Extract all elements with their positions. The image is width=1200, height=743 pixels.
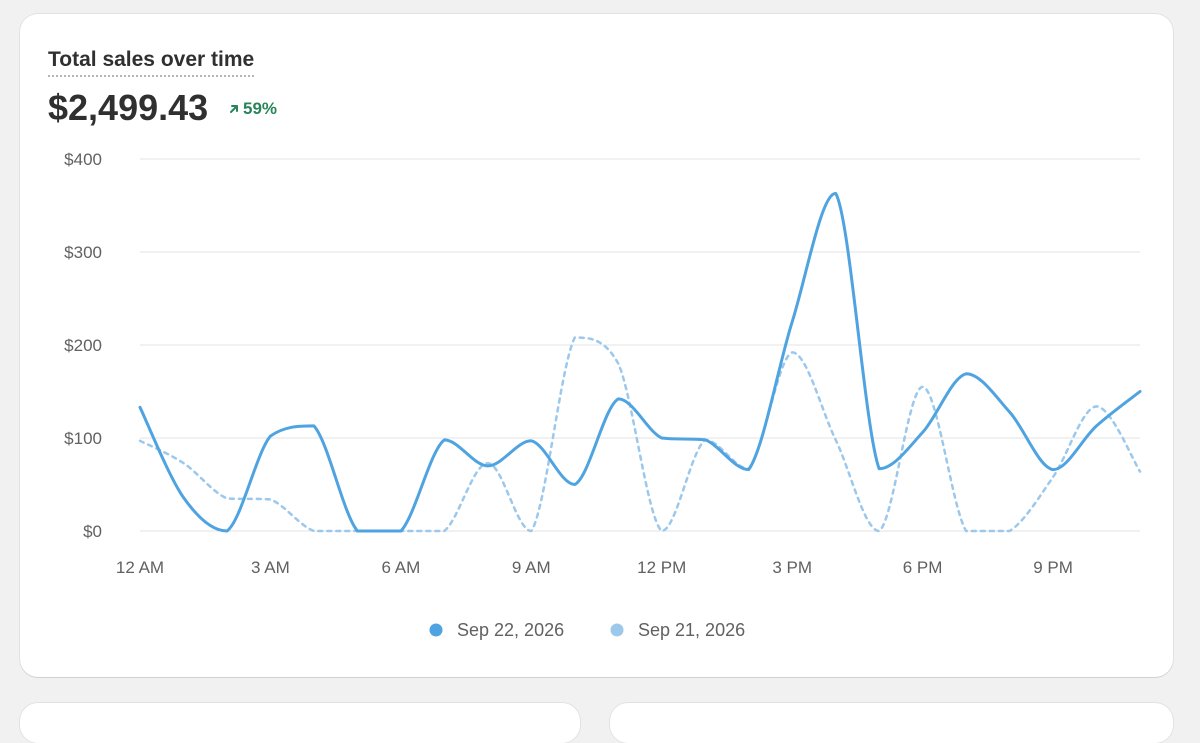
x-tick-label: 9 PM bbox=[1033, 558, 1073, 577]
y-tick-label: $0 bbox=[83, 522, 102, 541]
legend-label: Sep 21, 2026 bbox=[638, 620, 745, 640]
x-tick-label: 9 AM bbox=[512, 558, 551, 577]
legend-label: Sep 22, 2026 bbox=[457, 620, 564, 640]
y-tick-label: $400 bbox=[64, 150, 102, 169]
card-title[interactable]: Total sales over time bbox=[48, 48, 255, 77]
next-card-right bbox=[610, 703, 1173, 743]
y-tick-label: $200 bbox=[64, 336, 102, 355]
x-tick-label: 12 AM bbox=[116, 558, 164, 577]
change-badge: 59% bbox=[228, 99, 277, 119]
y-tick-label: $300 bbox=[64, 243, 102, 262]
next-card-left bbox=[20, 703, 580, 743]
arrow-up-right-icon bbox=[230, 105, 238, 113]
x-tick-label: 6 PM bbox=[903, 558, 943, 577]
total-sales-value: $2,499.43 bbox=[48, 87, 209, 128]
series-line-primary bbox=[138, 191, 1142, 533]
x-tick-label: 3 AM bbox=[251, 558, 290, 577]
x-tick-label: 6 AM bbox=[381, 558, 420, 577]
legend-swatch bbox=[429, 623, 443, 637]
legend-swatch bbox=[610, 623, 624, 637]
change-percent: 59% bbox=[243, 99, 278, 118]
x-tick-label: 12 PM bbox=[637, 558, 686, 577]
series-line-comparison bbox=[138, 336, 1142, 533]
x-tick-label: 3 PM bbox=[772, 558, 812, 577]
sales-line-chart: $0 $100 $200 $300 $400 12 AM 3 AM 6 AM 9 AM 12 PM… bbox=[64, 150, 1142, 640]
y-tick-label: $100 bbox=[64, 429, 102, 448]
